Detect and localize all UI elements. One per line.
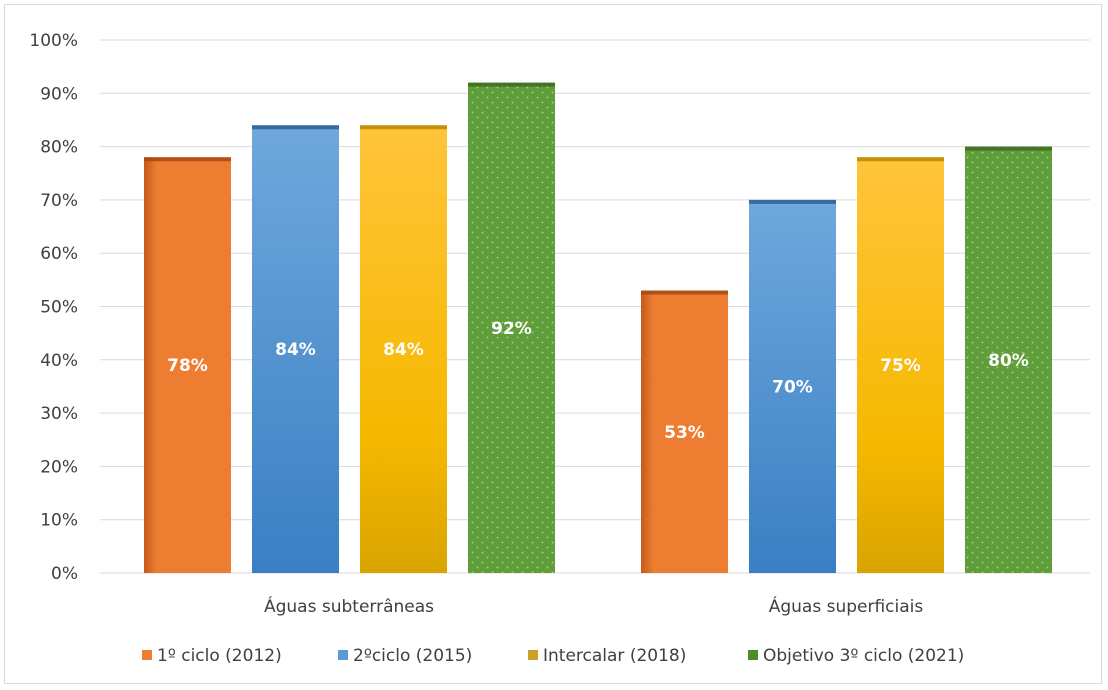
bar-top-edge — [252, 125, 339, 130]
legend-swatch — [142, 650, 152, 660]
data-label: 75% — [880, 356, 921, 376]
y-tick-label: 80% — [40, 138, 78, 158]
bar-top-edge — [641, 290, 728, 295]
legend-label: 1º ciclo (2012) — [157, 646, 282, 666]
bar-top-edge — [749, 199, 836, 204]
y-tick-label: 100% — [29, 31, 78, 51]
legend-label: Objetivo 3º ciclo (2021) — [763, 646, 964, 666]
bar — [468, 82, 555, 573]
bar-top-edge — [965, 146, 1052, 151]
x-category-label: Águas subterrâneas — [264, 595, 434, 617]
legend-swatch — [528, 650, 538, 660]
y-tick-label: 30% — [40, 404, 78, 424]
bar — [857, 157, 944, 573]
bar-top-edge — [144, 157, 231, 162]
bars — [144, 82, 1052, 573]
y-tick-label: 90% — [40, 84, 78, 104]
bar-top-edge — [468, 82, 555, 87]
data-label: 80% — [988, 351, 1029, 371]
y-tick-label: 50% — [40, 298, 78, 318]
data-label: 53% — [664, 423, 705, 443]
bar — [749, 199, 836, 573]
bar-top-edge — [360, 125, 447, 130]
legend-swatch — [748, 650, 758, 660]
data-label: 78% — [167, 356, 208, 376]
legend: 1º ciclo (2012) 2ºciclo (2015) Intercalar … — [142, 646, 964, 666]
y-tick-label: 20% — [40, 457, 78, 477]
legend-label: Intercalar (2018) — [543, 646, 686, 666]
data-label: 92% — [491, 319, 532, 339]
bar — [641, 290, 728, 573]
bar — [360, 125, 447, 573]
x-axis-categories: Águas subterrâneas Águas superficiais — [264, 595, 923, 617]
legend-label: 2ºciclo (2015) — [353, 646, 472, 666]
legend-swatch — [338, 650, 348, 660]
y-tick-label: 60% — [40, 244, 78, 264]
data-labels: 78% 84% 84% 92% 53% 70% 75% 80% — [167, 319, 1029, 443]
data-label: 84% — [383, 340, 424, 360]
x-category-label: Águas superficiais — [769, 595, 924, 617]
bar-top-edge — [857, 157, 944, 162]
y-tick-label: 40% — [40, 351, 78, 371]
y-axis-ticks: 0% 10% 20% 30% 40% 50% 60% 70% 80% 90% 100% — [29, 31, 78, 584]
data-label: 84% — [275, 340, 316, 360]
bar — [144, 157, 231, 573]
data-label: 70% — [772, 377, 813, 397]
y-tick-label: 0% — [51, 564, 78, 584]
y-tick-label: 70% — [40, 191, 78, 211]
bar — [965, 146, 1052, 573]
bar — [252, 125, 339, 573]
y-tick-label: 10% — [40, 511, 78, 531]
